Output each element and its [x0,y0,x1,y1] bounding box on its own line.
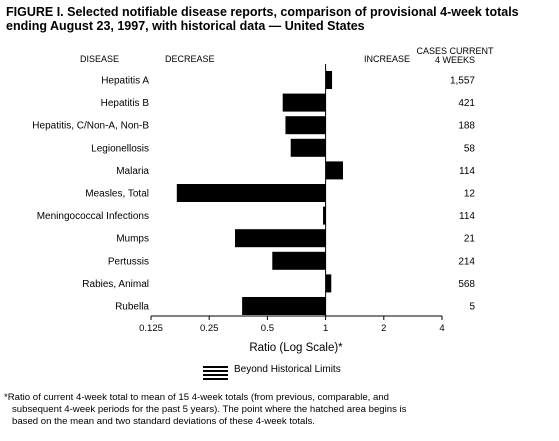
x-tick-label: 1 [323,323,328,334]
cases-value-mumps: 21 [464,234,476,245]
category-label-hepatitis-a: Hepatitis A [101,76,149,87]
bar-legionellosis [290,138,326,157]
x-tick-label: 0.25 [200,323,219,334]
increase-header: INCREASE [364,54,411,64]
legend-swatch-icon [203,366,228,380]
cases-value-malaria: 114 [459,166,475,177]
bar-pertussis [272,251,326,270]
footnote-line-1: *Ratio of current 4-week total to mean o… [4,392,390,403]
category-label-pertussis: Pertussis [108,256,149,267]
bar-malaria [325,161,343,180]
disease-column-header: DISEASE [80,54,120,64]
figure-title-line-2: ending August 23, 1997, with historical … [6,19,365,33]
cases-header-line-1: CASES CURRENT [416,46,494,56]
legend [203,366,228,380]
x-tick-label: 4 [439,323,444,334]
category-label-rabies-animal: Rabies, Animal [82,279,149,290]
category-label-mumps: Mumps [116,234,149,245]
footnote-line-2: subsequent 4-week periods for the past 5… [12,404,407,415]
bar-hepatitis-c-non-a-non-b [285,116,326,135]
cases-column-header: CASES CURRENT 4 WEEKS [415,47,495,65]
cases-value-legionellosis: 58 [464,143,476,154]
bar-measles-total [176,184,326,202]
x-tick-label: 2 [381,323,386,334]
cases-value-hepatitis-a: 1,557 [450,76,475,87]
cases-value-rabies-animal: 568 [458,279,475,290]
chart-axes: 0.125 0.25 0.5 1 2 4 [139,64,445,334]
x-tick-label: 0.5 [261,323,274,334]
cases-value-rubella: 5 [469,302,475,313]
category-label-rubella: Rubella [115,302,149,313]
legend-label: Beyond Historical Limits [234,364,341,375]
category-label-measles-total: Measles, Total [85,189,149,200]
figure-title: FIGURE I. Selected notifiable disease re… [6,5,554,33]
cases-value-hepatitis-b: 421 [458,98,475,109]
category-label-legionellosis: Legionellosis [91,143,149,154]
bar-mumps [235,229,326,248]
x-tick-label: 0.125 [139,323,163,334]
x-axis-title: Ratio (Log Scale)* [249,342,343,354]
cases-value-hepatitis-c-non-a-non-b: 188 [458,121,475,132]
bar-rabies-animal [325,274,332,293]
category-label-malaria: Malaria [116,166,149,177]
category-label-hepatitis-b: Hepatitis B [101,98,150,109]
cases-value-measles-total: 12 [464,189,476,200]
category-label-meningococcal-infections: Meningococcal Infections [37,211,149,222]
cases-value-pertussis: 214 [458,256,475,267]
cases-value-meningococcal-infections: 114 [459,211,475,222]
bar-hepatitis-a [325,71,333,89]
figure-title-line-1: FIGURE I. Selected notifiable disease re… [6,5,519,19]
cases-header-line-2: 4 WEEKS [434,55,475,65]
category-label-hepatitis-c-non-a-non-b: Hepatitis, C/Non-A, Non-B [32,121,149,132]
footnote-line-3: based on the mean and two standard devia… [12,416,315,427]
chart-labels: Hepatitis A 1,557 Hepatitis B 421 Hepatitis,… [32,76,475,313]
decrease-header: DECREASE [165,54,215,64]
bar-hepatitis-b [282,93,326,112]
bar-rubella [242,297,326,315]
footnote: *Ratio of current 4-week total to mean o… [4,392,556,428]
bar-meningococcal-infections [323,206,326,225]
chart-bars [176,71,343,315]
